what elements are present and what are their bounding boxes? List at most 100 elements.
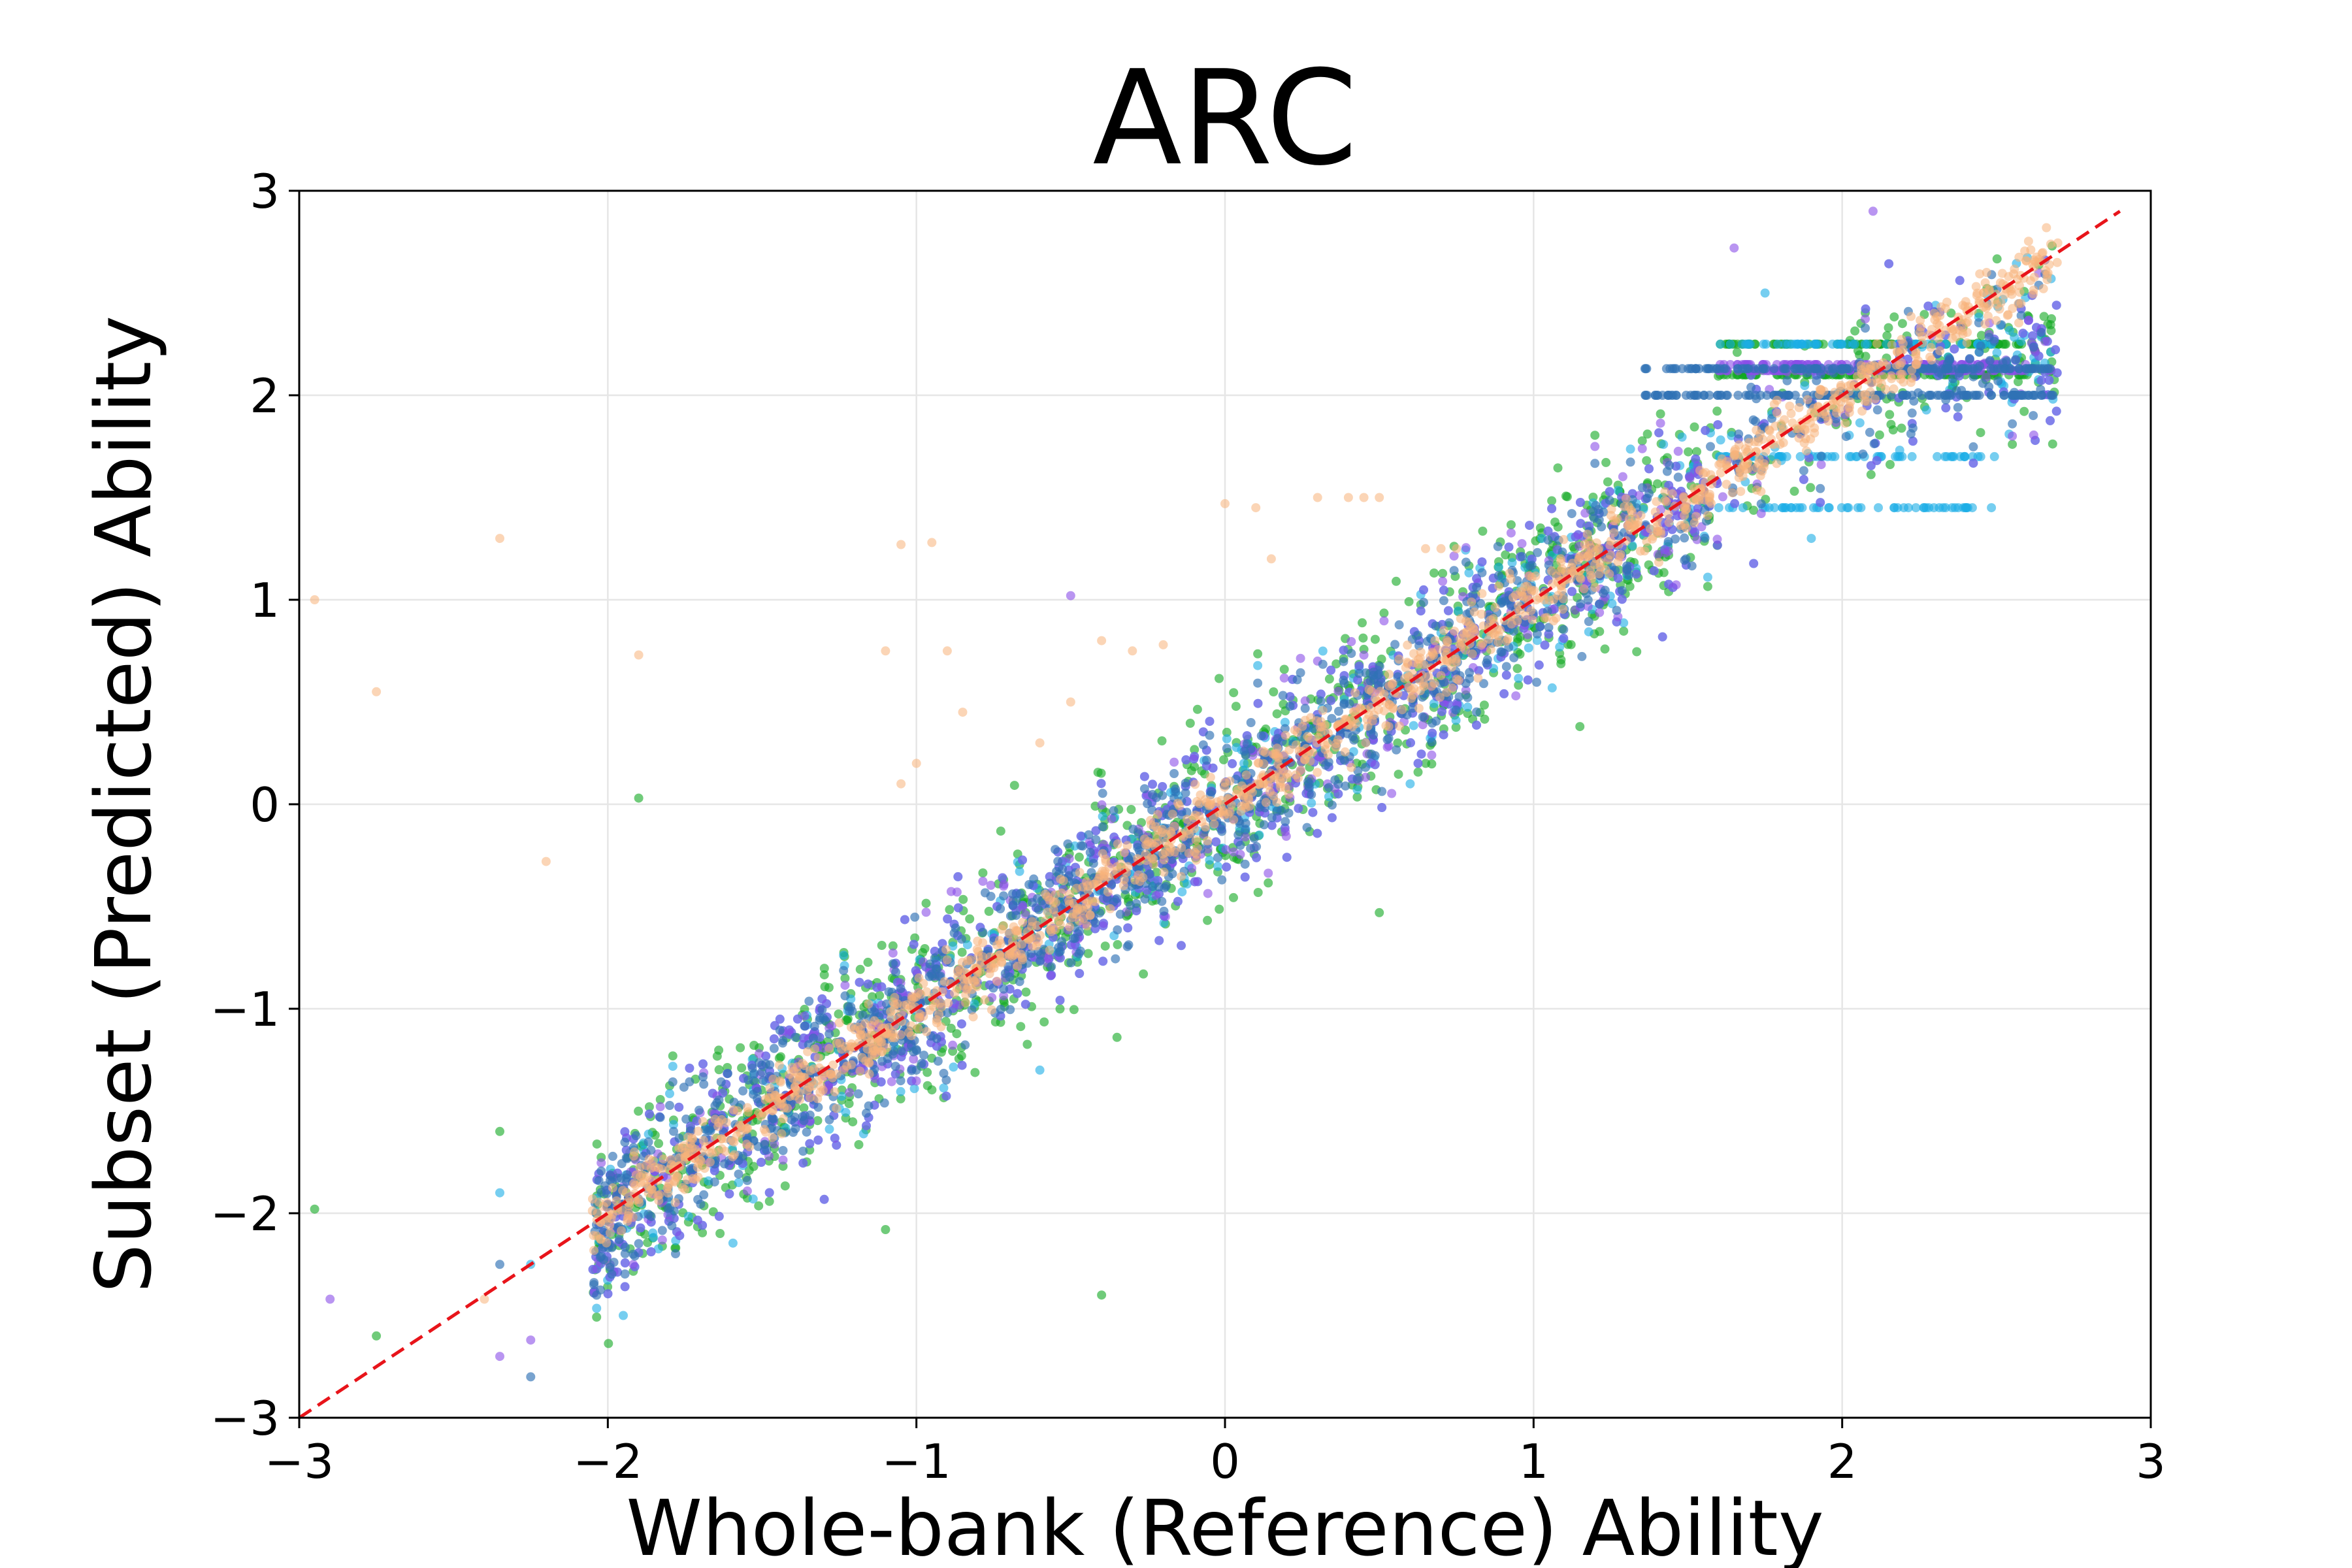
scatter-point xyxy=(1632,647,1642,657)
scatter-point xyxy=(863,979,873,989)
scatter-point xyxy=(1544,629,1554,639)
scatter-point xyxy=(1806,483,1816,493)
scatter-point xyxy=(1419,585,1428,595)
scatter-point xyxy=(1035,1065,1045,1075)
scatter-point xyxy=(1352,792,1362,802)
scatter-point xyxy=(698,1059,708,1069)
scatter-point xyxy=(909,1084,919,1094)
scatter-point xyxy=(820,982,830,992)
scatter-point xyxy=(1177,887,1187,897)
scatter-point xyxy=(757,1158,766,1167)
scatter-point xyxy=(1595,627,1605,636)
scatter-point xyxy=(1409,721,1418,730)
scatter-point xyxy=(1085,847,1095,857)
scatter-point xyxy=(819,970,829,980)
scatter-point xyxy=(1279,673,1289,683)
scatter-point xyxy=(698,1220,708,1230)
scatter-point xyxy=(890,1069,900,1079)
scatter-point xyxy=(1687,561,1697,571)
scatter-point xyxy=(1158,782,1168,791)
scatter-point xyxy=(674,1134,684,1143)
scatter-point xyxy=(909,1054,919,1064)
scatter-point xyxy=(1613,574,1623,583)
scatter-point xyxy=(655,1113,665,1122)
scatter-point xyxy=(2051,301,2061,310)
scatter-point xyxy=(854,1140,864,1149)
scatter-point xyxy=(1115,909,1125,919)
scatter-point xyxy=(1759,339,1769,349)
scatter-point xyxy=(1816,498,1825,508)
scatter-point xyxy=(1992,348,2002,357)
scatter-point xyxy=(1272,709,1282,719)
scatter-point xyxy=(1439,596,1448,606)
scatter-point xyxy=(728,1238,738,1248)
scatter-point xyxy=(2010,333,2019,342)
scatter-point xyxy=(1868,206,1878,216)
scatter-point xyxy=(675,1231,685,1241)
scatter-point xyxy=(1580,508,1590,518)
scatter-point xyxy=(1764,503,1774,513)
scatter-point xyxy=(1229,892,1238,902)
scatter-point xyxy=(1379,616,1389,626)
scatter-point xyxy=(1827,451,1837,461)
scatter-point xyxy=(1512,664,1522,674)
scatter-point xyxy=(2016,336,2026,346)
scatter-point xyxy=(1659,568,1669,578)
scatter-point xyxy=(657,1226,667,1235)
scatter-point xyxy=(644,1109,654,1119)
scatter-point xyxy=(761,1051,771,1061)
scatter-point xyxy=(1331,659,1341,669)
scatter-point xyxy=(1187,864,1197,874)
scatter-point xyxy=(1192,704,1202,714)
scatter-point xyxy=(778,1162,788,1171)
scatter-point xyxy=(1601,457,1611,467)
scatter-point xyxy=(596,1166,606,1176)
scatter-point xyxy=(1139,784,1149,794)
scatter-point xyxy=(1976,428,1985,438)
scatter-point xyxy=(839,951,849,960)
scatter-point xyxy=(1656,418,1665,428)
scatter-point xyxy=(1051,845,1060,855)
scatter-point xyxy=(1706,442,1715,451)
scatter-point xyxy=(1379,608,1389,618)
scatter-point xyxy=(1222,734,1232,743)
scatter-point xyxy=(685,1064,694,1073)
scatter-point xyxy=(1347,637,1356,646)
scatter-point xyxy=(909,939,919,949)
scatter-point xyxy=(1253,678,1263,688)
scatter-point xyxy=(1782,451,1791,461)
scatter-point xyxy=(1021,987,1031,997)
scatter-point xyxy=(888,948,898,958)
scatter-point xyxy=(1219,755,1228,764)
scatter-point xyxy=(748,1194,758,1204)
scatter-point xyxy=(775,1014,785,1024)
scatter-point xyxy=(1534,660,1544,670)
scatter-point xyxy=(1428,718,1437,728)
scatter-point xyxy=(683,1211,693,1221)
scatter-point xyxy=(939,1083,949,1093)
scatter-point xyxy=(921,907,931,917)
scatter-point xyxy=(1222,727,1232,737)
scatter-point xyxy=(2051,406,2061,416)
scatter-point xyxy=(1454,692,1464,702)
scatter-point xyxy=(1479,700,1489,710)
scatter-point xyxy=(2042,336,2052,346)
scatter-point xyxy=(1098,956,1108,966)
scatter-point xyxy=(646,1145,656,1155)
scatter-point xyxy=(372,1331,382,1341)
scatter-point xyxy=(710,1166,719,1175)
scatter-point xyxy=(1540,640,1550,650)
scatter-point xyxy=(941,1075,951,1085)
scatter-point xyxy=(1069,1005,1079,1015)
scatter-point xyxy=(1201,755,1211,765)
scatter-point xyxy=(827,1021,836,1031)
scatter-point xyxy=(1296,653,1305,663)
scatter-point xyxy=(1712,406,1722,416)
scatter-point xyxy=(1418,720,1428,730)
scatter-point xyxy=(1352,785,1362,794)
scatter-point xyxy=(1874,503,1883,513)
scatter-point xyxy=(896,984,906,994)
scatter-point xyxy=(1413,759,1423,768)
scatter-point xyxy=(920,944,930,953)
scatter-point xyxy=(1404,596,1414,606)
